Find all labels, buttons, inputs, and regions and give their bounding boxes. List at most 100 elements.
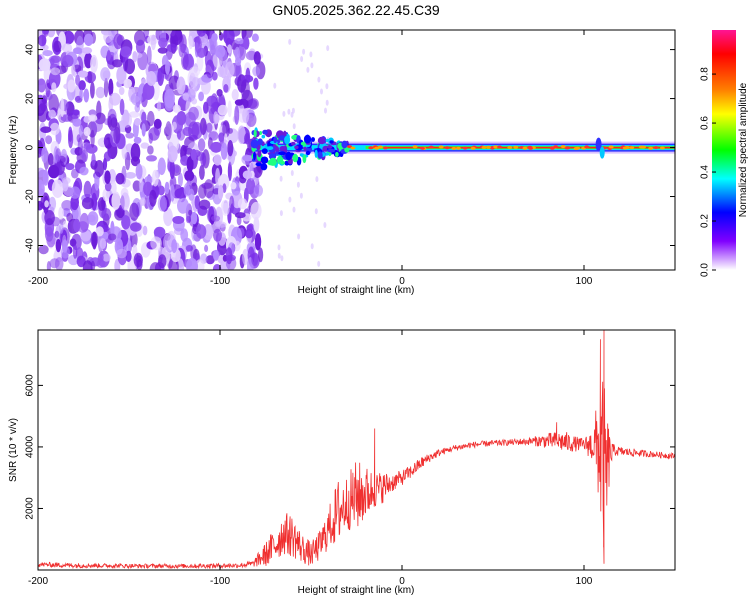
signal-core-dot [573, 147, 579, 150]
noise-blob [157, 67, 165, 87]
noise-blob [244, 132, 251, 145]
noise-blob [147, 145, 154, 155]
noise-blob [158, 37, 168, 48]
noise-blob [79, 146, 86, 158]
noise-blob [243, 36, 250, 50]
noise-blob [189, 66, 201, 77]
signal-disturbance-blob [335, 152, 339, 157]
x-tick-label: 100 [576, 576, 593, 587]
noise-blob [100, 67, 111, 82]
noise-blob [146, 71, 157, 86]
noise-blob [44, 200, 49, 208]
noise-blob [181, 51, 189, 70]
noise-blob [123, 78, 132, 89]
noise-blob [251, 33, 259, 42]
noise-blob [163, 207, 173, 227]
spectrogram-frame [37, 29, 676, 271]
noise-blob [174, 188, 187, 199]
signal-disturbance-blob [329, 140, 334, 144]
noise-blob [83, 126, 91, 137]
noise-blob [171, 239, 178, 254]
noise-blob [234, 99, 244, 106]
noise-blob [78, 80, 86, 91]
noise-blob [96, 259, 106, 268]
spectrogram-y-axis: -40 -20 0 20 40 [25, 44, 675, 253]
noise-blob [51, 82, 57, 93]
signal-core-dot [377, 145, 383, 149]
noise-blob [216, 89, 223, 97]
noise-blob [83, 33, 94, 46]
noise-speck [277, 252, 281, 259]
noise-blob [90, 260, 96, 270]
noise-blob [69, 110, 80, 120]
noise-blob [194, 36, 202, 54]
noise-blob [237, 125, 246, 145]
signal-disturbance-blob [303, 146, 307, 152]
noise-blob [38, 34, 47, 47]
noise-blob [103, 151, 112, 162]
noise-blob [124, 172, 137, 179]
noise-blob [111, 191, 121, 210]
noise-blob [218, 184, 224, 200]
noise-speck [310, 243, 314, 250]
noise-blob [197, 138, 206, 152]
noise-blob [177, 197, 189, 214]
signal-core-dot [412, 145, 418, 149]
noise-speck [315, 176, 319, 183]
x-tick-label: 100 [576, 276, 593, 287]
noise-blob [110, 181, 117, 195]
noise-blob [82, 260, 93, 270]
noise-blob [198, 199, 211, 210]
noise-blob [222, 49, 228, 68]
signal-disturbance-blob [253, 129, 257, 138]
noise-blob [88, 114, 98, 122]
y-tick-label: 20 [25, 93, 36, 105]
noise-blob [227, 140, 234, 157]
signal-disturbance-blob [294, 145, 299, 150]
noise-blob [40, 126, 52, 133]
signal-disturbance-blob [266, 146, 274, 151]
snr-frame [37, 329, 676, 571]
signal-disturbance-blob [300, 141, 306, 146]
noise-blob [184, 170, 195, 182]
signal-core-dot [455, 146, 461, 150]
signal-core-dot [659, 146, 665, 150]
noise-blob [195, 224, 207, 239]
signal-disturbance-blob [257, 138, 263, 146]
y-tick-label: 40 [25, 44, 36, 56]
x-tick-label: 0 [399, 276, 405, 287]
noise-blob [134, 103, 141, 113]
noise-speck [292, 123, 296, 130]
colorbar-tick-label: 0.8 [700, 67, 711, 81]
noise-blob [153, 118, 162, 129]
noise-blob [71, 64, 76, 76]
noise-blob [222, 183, 227, 194]
signal-disturbance-blob [269, 157, 277, 166]
noise-blob [147, 110, 155, 127]
noise-blob [150, 236, 162, 251]
noise-blob [135, 163, 143, 180]
noise-blob [130, 92, 143, 106]
signal-disturbance-blob [255, 162, 262, 167]
noise-blob [121, 112, 132, 128]
signal-core-dot [648, 146, 654, 150]
noise-speck [299, 192, 303, 199]
noise-blob [182, 92, 189, 101]
noise-blob [200, 152, 207, 167]
signal-core-dot [507, 146, 513, 149]
noise-blob [62, 54, 74, 68]
noise-blob [220, 142, 228, 160]
signal-spike [595, 137, 602, 152]
noise-blob [79, 89, 84, 99]
signal-disturbance-blob [302, 154, 307, 164]
noise-blob [157, 157, 166, 176]
noise-blob [225, 247, 233, 265]
noise-blob [38, 244, 49, 255]
noise-blob [103, 30, 113, 43]
noise-blob [213, 111, 219, 125]
noise-blob [245, 228, 254, 239]
snr-plot-area [38, 330, 675, 570]
noise-blob [188, 106, 199, 121]
noise-speck [292, 206, 296, 213]
noise-blob [87, 211, 99, 226]
